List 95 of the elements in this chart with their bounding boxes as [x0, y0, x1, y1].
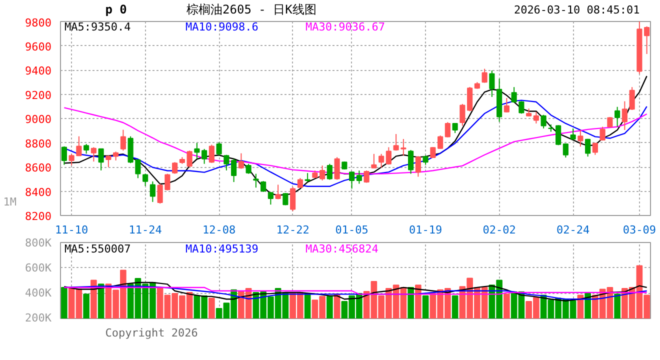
- y-tick-label: 800K: [25, 236, 52, 250]
- candlestick: [600, 126, 606, 142]
- y-tick-label: 9800: [25, 16, 52, 30]
- y-tick-label: 9000: [25, 113, 52, 126]
- candlestick: [578, 130, 584, 148]
- candlestick: [452, 122, 458, 134]
- candlestick: [326, 163, 332, 180]
- x-tick-label: 12-08: [202, 224, 236, 236]
- candlestick: [290, 186, 296, 212]
- candlestick: [142, 173, 148, 187]
- x-tick-label: 01-19: [409, 224, 442, 236]
- candlestick: [422, 154, 428, 166]
- candlestick: [186, 150, 192, 168]
- candlestick: [356, 170, 362, 184]
- candlestick: [231, 158, 237, 183]
- candlestick: [482, 68, 488, 84]
- chart-title: 棕榈油2605 - 日K线图: [186, 2, 316, 16]
- candlestick: [562, 142, 568, 158]
- text: p 0: [105, 2, 127, 16]
- candlestick: [556, 124, 562, 146]
- candlestick: [297, 178, 303, 188]
- text: MA30:456824: [306, 242, 379, 256]
- text: MA10:495139: [186, 242, 258, 256]
- candlestick: [334, 156, 340, 180]
- x-tick-label: 02-02: [482, 224, 516, 236]
- candlestick: [68, 153, 74, 166]
- x-tick-label: 01-05: [335, 224, 368, 236]
- line-series: [64, 286, 648, 295]
- candlestick: [511, 86, 517, 104]
- y-tick-label: 8400: [25, 186, 52, 199]
- line-series: [64, 282, 648, 302]
- x-tick-label: 11-24: [128, 224, 162, 236]
- candlestick: [320, 165, 326, 181]
- x-tick-label: 03-09: [622, 224, 656, 236]
- candlestick: [98, 148, 104, 171]
- candlestick: [408, 150, 414, 174]
- candlestick: [371, 153, 377, 169]
- candlestick: [489, 70, 495, 98]
- candlestick: [106, 155, 112, 168]
- y-tick-label: 600K: [25, 261, 52, 274]
- candlestick: [202, 148, 208, 164]
- text: MA30:9036.67: [306, 20, 385, 34]
- candlestick: [467, 86, 473, 112]
- candlestick: [238, 152, 244, 170]
- candlestick: [614, 106, 620, 128]
- candlestick: [622, 100, 628, 131]
- candlestick: [275, 184, 281, 200]
- y-tick-label: 9600: [25, 40, 52, 54]
- candlestick: [644, 26, 650, 54]
- y-tick-label: 200K: [25, 312, 52, 324]
- y-tick-label: 8800: [25, 137, 52, 150]
- candlestick: [224, 154, 230, 171]
- candlestick: [260, 180, 266, 192]
- candlestick: [570, 128, 576, 140]
- text: 1M: [3, 195, 17, 208]
- candlestick: [349, 170, 355, 190]
- candlestick: [194, 142, 200, 160]
- candlestick: [504, 98, 510, 113]
- candlestick: [208, 144, 214, 164]
- candlestick: [585, 138, 591, 158]
- x-tick-label: 12-22: [276, 224, 310, 236]
- candlestick: [246, 163, 252, 174]
- y-tick-label: 9200: [25, 88, 52, 102]
- candlestick: [120, 129, 126, 152]
- text: 2026-03-10 08:45:01: [514, 4, 640, 16]
- text: MA5:9350.4: [64, 20, 132, 34]
- candlestick: [268, 191, 274, 206]
- candlestick: [61, 146, 67, 166]
- candlestick: [76, 136, 82, 157]
- candlestick: [460, 103, 466, 126]
- candlestick: [216, 142, 222, 156]
- y-tick-label: 8200: [25, 210, 52, 223]
- candlestick: [253, 173, 259, 188]
- text: MA10:9098.6: [186, 20, 258, 34]
- candlestick: [415, 156, 421, 178]
- candlestick: [540, 114, 546, 129]
- candlestick: [172, 162, 178, 174]
- y-tick-label: 8600: [25, 162, 52, 174]
- candlestick: [592, 142, 598, 156]
- y-tick-label: 9400: [25, 64, 52, 78]
- candlestick: [90, 146, 96, 162]
- candlestick: [438, 134, 444, 150]
- candlestick: [84, 143, 90, 154]
- x-tick-label: 11-10: [55, 224, 88, 236]
- text: MA5:550007: [64, 242, 131, 256]
- candlestick: [533, 111, 539, 124]
- candlestick: [150, 180, 156, 202]
- candlestick: [386, 146, 392, 166]
- candlestick: [629, 86, 635, 111]
- candlestick: [444, 122, 450, 138]
- candlestick: [364, 170, 370, 184]
- y-tick-label: 400K: [25, 286, 52, 300]
- candlestick: [378, 153, 384, 168]
- x-tick-label: 02-24: [556, 224, 590, 236]
- text: Copyright 2026: [105, 326, 198, 340]
